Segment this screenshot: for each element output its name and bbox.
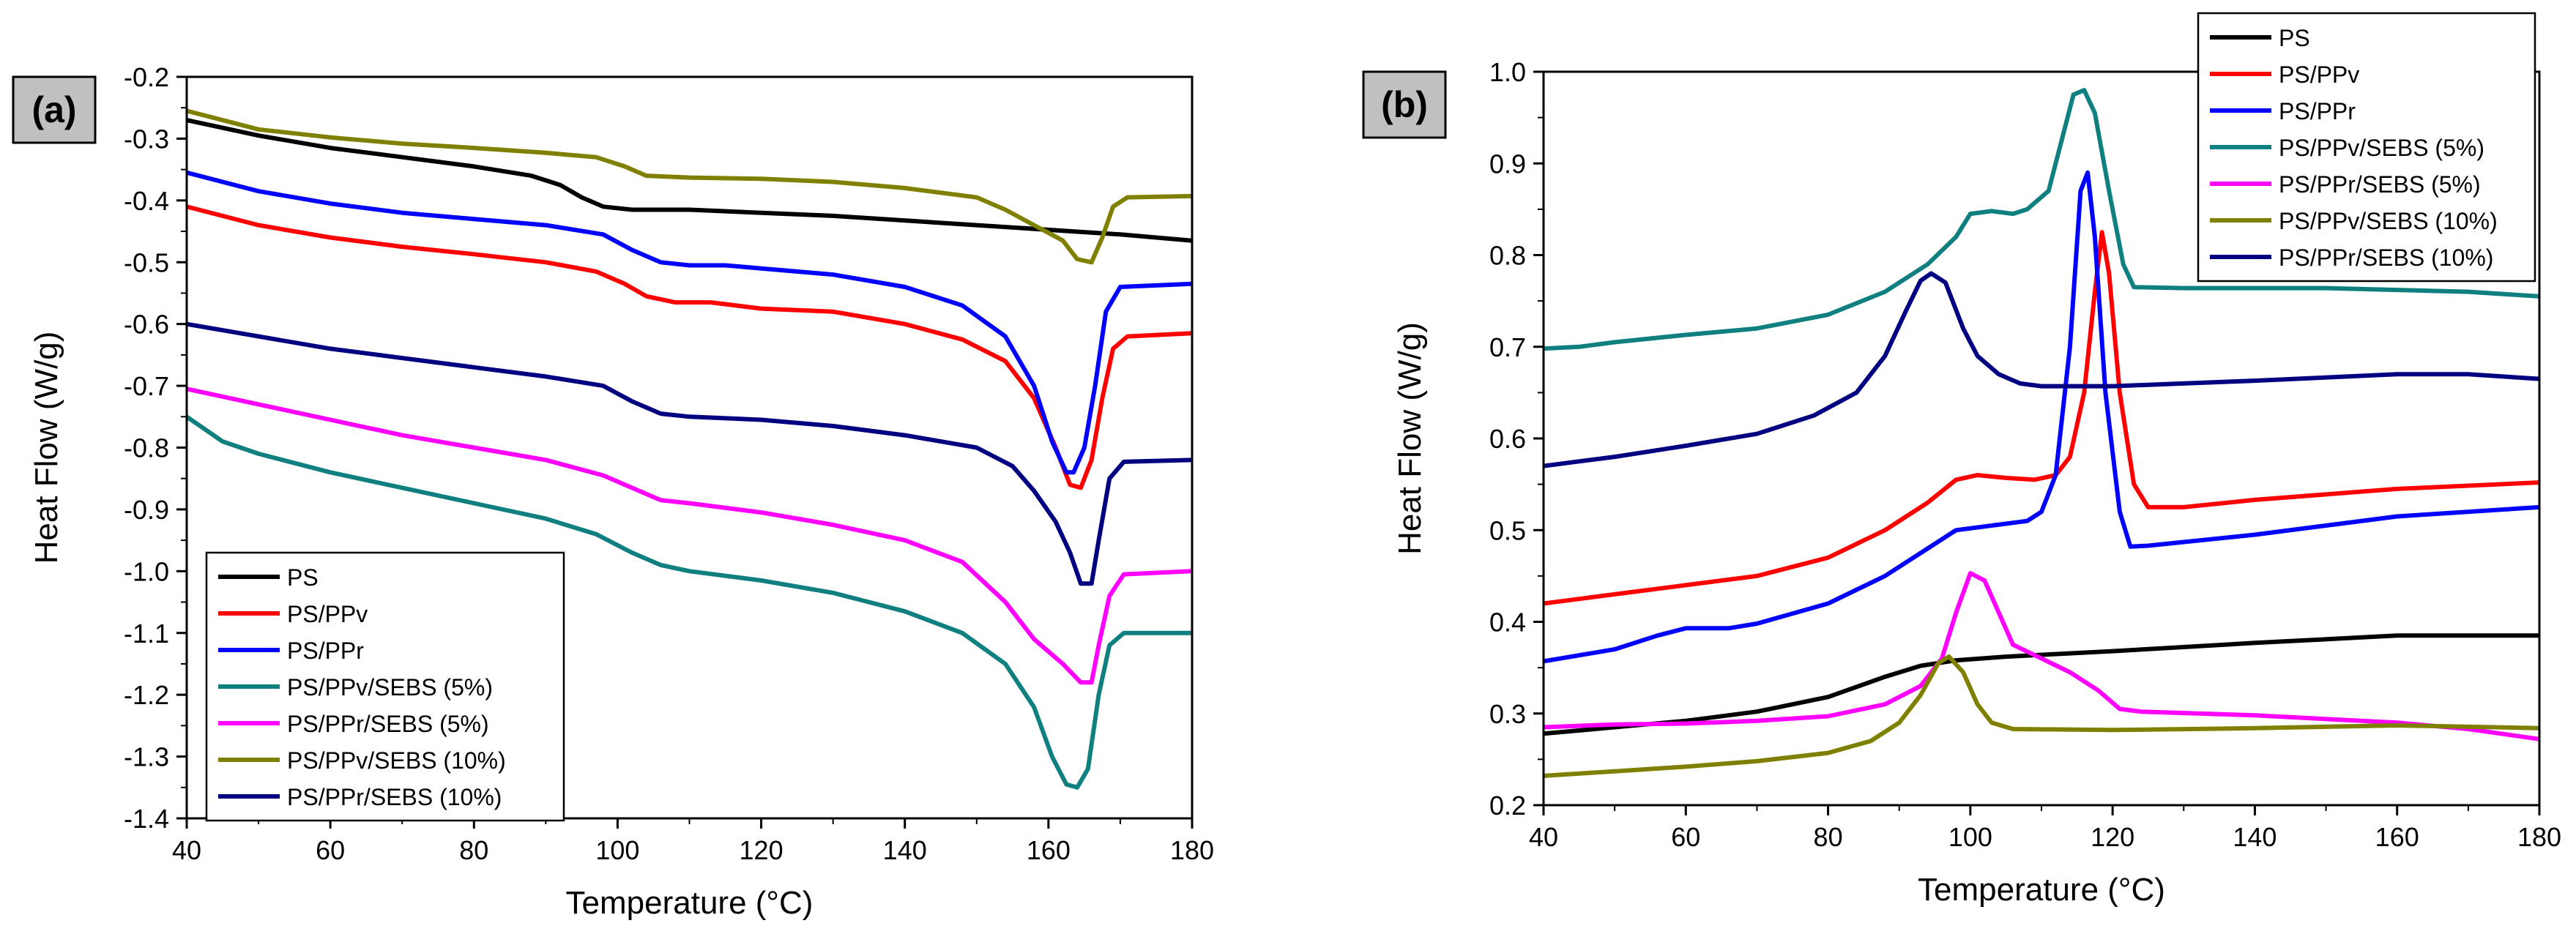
y-tick-label: 0.4 — [1489, 608, 1526, 638]
series-line-ps — [1544, 633, 2539, 736]
series-line-ps-ppv-sebs-5 — [187, 414, 1192, 790]
x-tick-label: 100 — [1948, 822, 1992, 852]
x-tick-label: 100 — [595, 835, 639, 865]
y-tick-label: 0.9 — [1489, 149, 1526, 179]
x-axis-title: Temperature (°C) — [566, 885, 814, 921]
x-tick-label: 80 — [459, 835, 488, 865]
legend: PS PS/PPv PS/PPr PS/PPv/SEBS (5%) PS/PPr/SEB… — [205, 551, 565, 822]
legend-label-ps: PS — [2279, 25, 2310, 51]
y-tick-label: -0.2 — [124, 62, 169, 92]
legend-label-ps-ppr-sebs-5: PS/PPr/SEBS (5%) — [287, 711, 489, 737]
y-tick-label: -0.5 — [124, 247, 169, 277]
legend-label-ps-ppr: PS/PPr — [2279, 98, 2356, 124]
legend: PS PS/PPv PS/PPr PS/PPv/SEBS (5%) PS/PPr/SEB… — [2197, 12, 2536, 283]
y-tick-label: -1.2 — [124, 680, 169, 710]
series-line-ps — [187, 118, 1192, 243]
panel-label: (a) — [31, 89, 76, 130]
legend-label-ps-ppv-sebs-5: PS/PPv/SEBS (5%) — [287, 674, 493, 700]
panel-a-chart: (a) 40 60 80 100 120 140 160 180 -0.2 -0.3 -0.4 -0.5… — [12, 62, 1214, 921]
y-tick-label: -0.6 — [124, 310, 169, 340]
x-tick-label: 120 — [2091, 822, 2134, 852]
x-tick-label: 80 — [1814, 822, 1843, 852]
y-tick-label: 0.2 — [1489, 791, 1526, 821]
y-tick-label: -0.9 — [124, 495, 169, 525]
series-line-ps-ppr — [187, 170, 1192, 475]
y-tick-label: -1.1 — [124, 619, 169, 649]
y-tick-label: 0.3 — [1489, 699, 1526, 729]
y-axis-title: Heat Flow (W/g) — [1392, 322, 1428, 555]
y-tick-label: 0.7 — [1489, 332, 1526, 362]
series-line-ps-ppv-sebs-10 — [187, 108, 1192, 265]
panel-label-box — [12, 75, 97, 144]
x-tick-label: 40 — [172, 835, 201, 865]
legend-label-ps: PS — [287, 564, 319, 591]
x-tick-label: 60 — [1671, 822, 1700, 852]
legend-label-ps-ppv: PS/PPv — [2279, 61, 2359, 88]
series-line-ps-ppr-sebs-5 — [187, 386, 1192, 685]
y-tick-label: -0.3 — [124, 124, 169, 154]
legend-label-ps-ppv-sebs-10: PS/PPv/SEBS (10%) — [287, 747, 506, 774]
x-tick-label: 60 — [316, 835, 345, 865]
x-tick-label: 160 — [1027, 835, 1071, 865]
y-tick-label: -0.8 — [124, 433, 169, 463]
x-tick-label: 180 — [1170, 835, 1214, 865]
legend-label-ps-ppr-sebs-10: PS/PPr/SEBS (10%) — [287, 784, 502, 810]
series-group — [187, 108, 1192, 790]
y-tick-label: -0.7 — [124, 371, 169, 401]
legend-label-ps-ppv: PS/PPv — [287, 601, 368, 627]
series-group — [1544, 88, 2539, 778]
y-tick-label: -1.0 — [124, 556, 169, 586]
x-axis-title: Temperature (°C) — [1918, 872, 2165, 908]
series-line-ps-ppr — [1544, 170, 2539, 664]
y-tick-label: -0.4 — [124, 186, 169, 216]
series-line-ps-ppv-sebs-10 — [1544, 654, 2539, 778]
x-tick-label: 180 — [2517, 822, 2561, 852]
legend-label-ps-ppv-sebs-10: PS/PPv/SEBS (10%) — [2279, 208, 2498, 234]
x-tick-label: 140 — [2233, 822, 2277, 852]
series-line-ps-ppr-sebs-5 — [1544, 571, 2539, 741]
legend-label-ps-ppv-sebs-5: PS/PPv/SEBS (5%) — [2279, 135, 2484, 161]
x-tick-label: 120 — [740, 835, 783, 865]
series-line-ps-ppv — [187, 204, 1192, 490]
legend-label-ps-ppr-sebs-5: PS/PPr/SEBS (5%) — [2279, 171, 2481, 198]
y-tick-label: 0.8 — [1489, 241, 1526, 271]
x-tick-label: 40 — [1529, 822, 1558, 852]
y-tick-label: 1.0 — [1489, 57, 1526, 87]
legend-label-ps-ppr: PS/PPr — [287, 638, 364, 664]
panel-label-box — [1362, 70, 1447, 139]
x-tick-label: 160 — [2375, 822, 2419, 852]
series-line-ps-ppr-sebs-10 — [1544, 271, 2539, 468]
panel-b-chart: (b) 40 60 80 100 120 140 160 180 0.2 0.3 0.4 0.5 0.6 0… — [1362, 12, 2561, 908]
series-line-ps-ppr-sebs-10 — [187, 321, 1192, 586]
series-line-ps-ppv-sebs-5 — [1544, 88, 2539, 351]
legend-label-ps-ppr-sebs-10: PS/PPr/SEBS (10%) — [2279, 244, 2493, 271]
y-tick-label: 0.5 — [1489, 515, 1526, 545]
y-tick-label: 0.6 — [1489, 424, 1526, 454]
x-tick-label: 140 — [883, 835, 927, 865]
y-tick-label: -1.4 — [124, 804, 169, 834]
y-axis-title: Heat Flow (W/g) — [29, 332, 64, 564]
y-tick-label: -1.3 — [124, 742, 169, 772]
panel-label: (b) — [1381, 84, 1428, 125]
